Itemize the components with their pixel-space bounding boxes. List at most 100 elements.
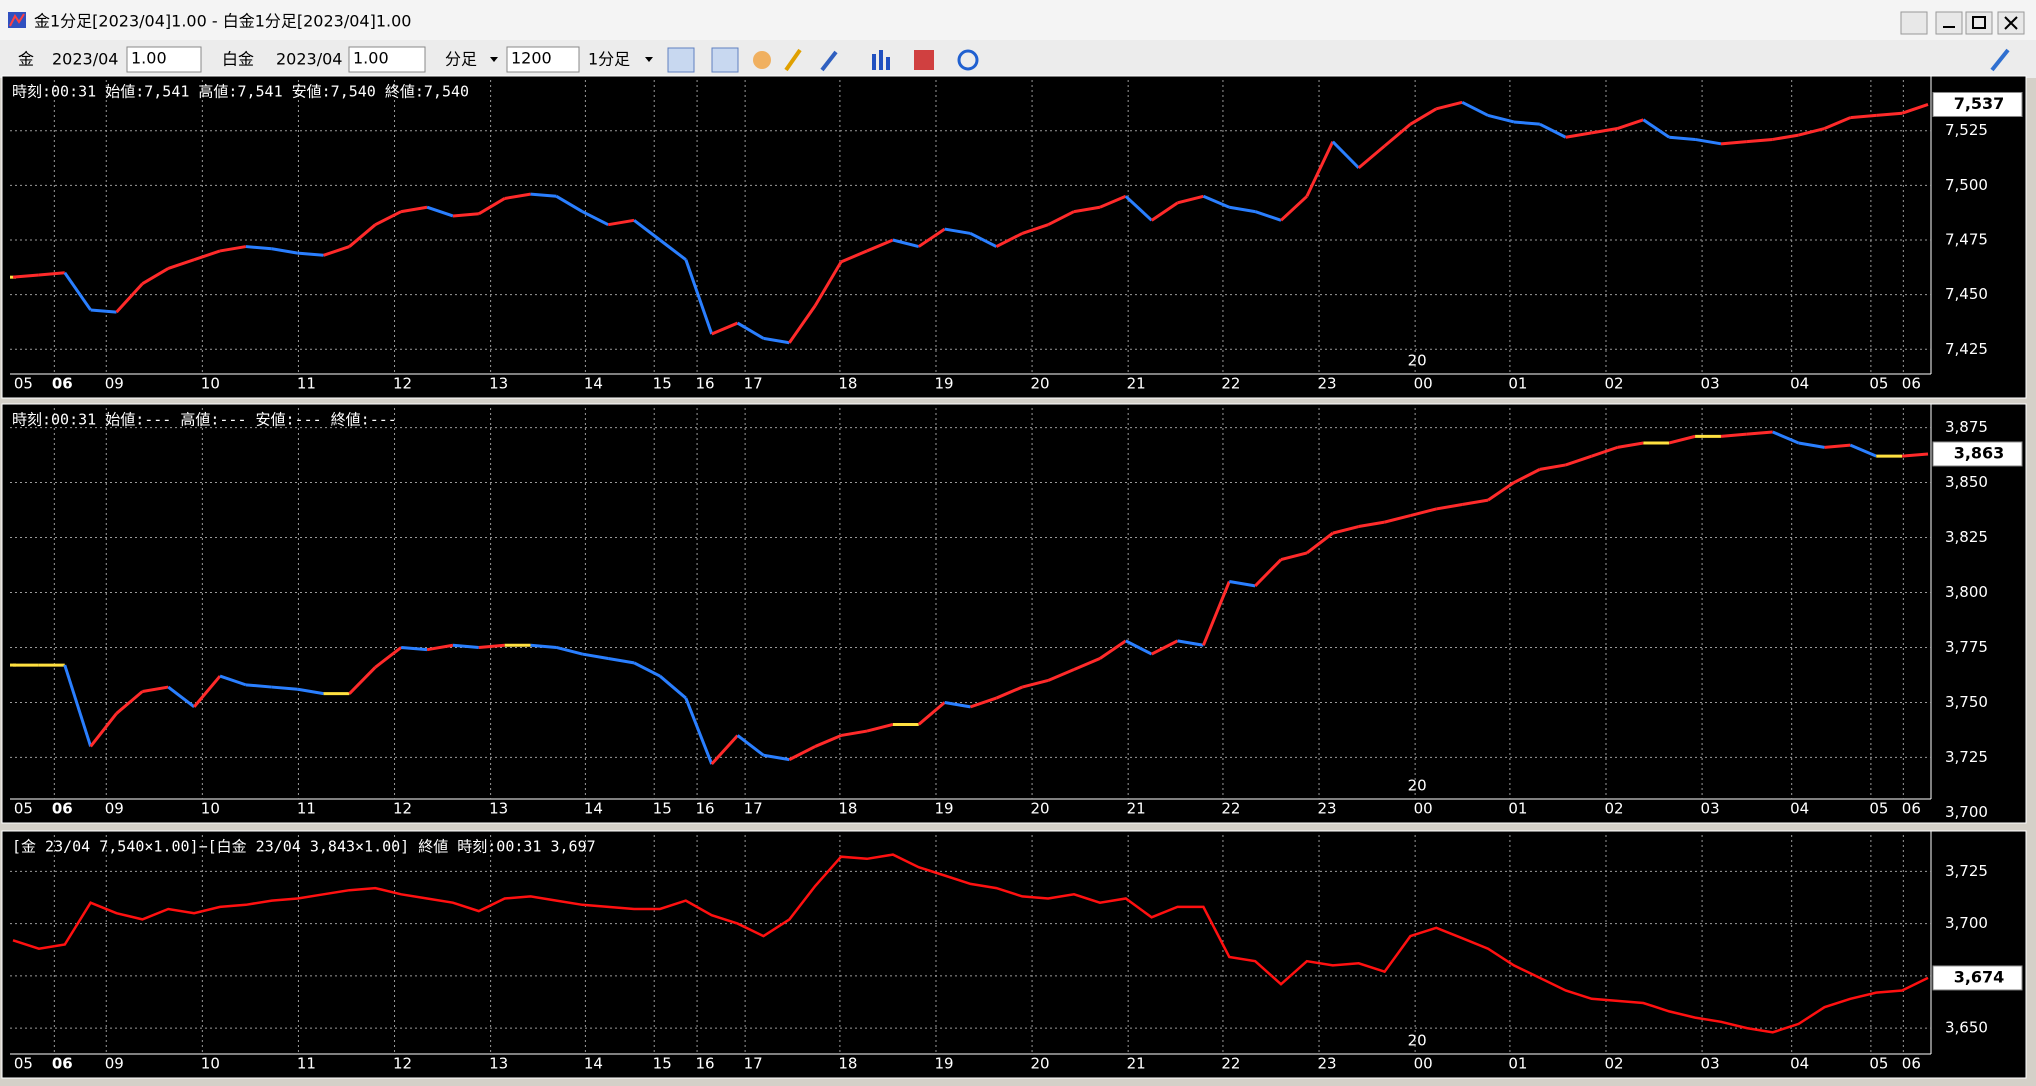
- price-segment: [1694, 137, 1722, 146]
- minimize-button[interactable]: [1935, 11, 1963, 35]
- price-segment: [374, 210, 402, 227]
- tool-icon[interactable]: [711, 47, 739, 73]
- time-label: 11: [297, 375, 316, 393]
- mult2-input[interactable]: [348, 46, 426, 73]
- price-segment: [1306, 531, 1334, 555]
- tool-icon[interactable]: [667, 47, 695, 73]
- price-segment: [1565, 454, 1593, 467]
- price-segment: [1642, 118, 1671, 139]
- current-price-label: 7,537: [1954, 94, 2005, 113]
- time-label: 22: [1221, 1055, 1240, 1073]
- price-segment: [1021, 223, 1049, 235]
- price-segment: [1280, 551, 1308, 561]
- price-segment: [1617, 441, 1644, 449]
- y-tick-label: 3,800: [1945, 583, 1988, 601]
- period-unit-dropdown[interactable]: 分足: [445, 50, 477, 69]
- time-label: 13: [489, 800, 508, 818]
- restore-button[interactable]: [1900, 11, 1928, 35]
- maximize-button[interactable]: [1965, 11, 1993, 35]
- time-label: 11: [297, 800, 316, 818]
- price-segment: [1461, 498, 1489, 507]
- price-segment: [167, 685, 196, 709]
- time-label: 00: [1414, 1055, 1433, 1073]
- tool-icon[interactable]: [879, 50, 883, 70]
- price-segment: [1202, 580, 1231, 646]
- time-label: 06: [52, 800, 73, 818]
- price-segment: [556, 646, 583, 656]
- time-label: 15: [653, 1055, 672, 1073]
- tool-icon[interactable]: [957, 49, 979, 71]
- time-label: 16: [696, 375, 715, 393]
- time-label: 22: [1221, 800, 1240, 818]
- time-label: 13: [489, 1055, 508, 1073]
- tool-icon[interactable]: [753, 51, 771, 69]
- time-label: 05: [1869, 800, 1888, 818]
- price-segment: [1487, 113, 1515, 124]
- price-segment: [1280, 195, 1308, 222]
- price-segment: [1229, 205, 1256, 214]
- y-tick-label: 7,525: [1945, 121, 1988, 139]
- time-label: 05: [14, 800, 33, 818]
- price-segment: [736, 321, 765, 340]
- time-label: 23: [1317, 1055, 1336, 1073]
- time-label: 18: [838, 800, 857, 818]
- y-tick-label: 3,700: [1945, 914, 1988, 932]
- tool-icon[interactable]: [820, 50, 838, 72]
- price-segment: [115, 690, 144, 715]
- price-segment: [1668, 434, 1696, 445]
- price-segment: [1410, 507, 1437, 517]
- time-label: 06: [52, 1055, 73, 1073]
- time-label: 10: [201, 1055, 220, 1073]
- price-segment: [1513, 120, 1540, 126]
- tool-icon[interactable]: [886, 57, 890, 70]
- bars-input[interactable]: [506, 46, 580, 73]
- app-icon-line: [9, 13, 25, 27]
- price-segment: [658, 674, 687, 700]
- y-tick-label: 7,500: [1945, 176, 1988, 194]
- tool-icon[interactable]: [914, 50, 934, 70]
- price-segment: [892, 238, 920, 249]
- price-segment: [219, 245, 247, 253]
- time-label: 12: [393, 1055, 412, 1073]
- price-segment: [1901, 103, 1929, 115]
- day-marker: 20: [1408, 352, 1427, 370]
- time-label: 18: [838, 1055, 857, 1073]
- current-price-box: [1932, 965, 2023, 991]
- window-buttons[interactable]: [1900, 11, 2025, 35]
- y-tick-label: 3,875: [1945, 418, 1988, 436]
- price-segment: [684, 259, 714, 335]
- month2-label: 2023/04: [276, 50, 342, 69]
- price-segment: [271, 247, 298, 255]
- toolbar-icons[interactable]: [667, 47, 2010, 73]
- time-label: 03: [1701, 800, 1720, 818]
- mult1-input[interactable]: [126, 46, 202, 73]
- time-label: 01: [1508, 1055, 1527, 1073]
- price-segment: [866, 722, 894, 733]
- price-segment: [426, 643, 454, 652]
- price-segment: [1358, 520, 1385, 529]
- y-tick-label: 3,725: [1945, 748, 1988, 766]
- settings-icon[interactable]: [1990, 48, 2010, 72]
- price-segment: [1331, 140, 1360, 169]
- time-label: 05: [1869, 1055, 1888, 1073]
- y-tick-label: 3,775: [1945, 638, 1988, 656]
- y-tick-label: 3,650: [1945, 1019, 1988, 1037]
- tool-icon[interactable]: [872, 54, 876, 70]
- y-tick-label: 7,450: [1945, 285, 1988, 303]
- price-segment: [245, 245, 272, 251]
- price-segment: [581, 210, 609, 227]
- price-segment: [582, 652, 609, 660]
- time-label: 03: [1701, 1055, 1720, 1073]
- time-label: 03: [1701, 375, 1720, 393]
- time-label: 09: [105, 375, 124, 393]
- price-segment: [1332, 525, 1360, 535]
- tool-icon[interactable]: [784, 48, 802, 72]
- time-label: 05: [14, 375, 33, 393]
- period-dropdown[interactable]: 1分足: [588, 50, 630, 69]
- price-segment: [813, 261, 843, 307]
- day-marker: 20: [1408, 1032, 1427, 1050]
- current-price-box: [1932, 441, 2023, 467]
- price-segment: [167, 258, 195, 270]
